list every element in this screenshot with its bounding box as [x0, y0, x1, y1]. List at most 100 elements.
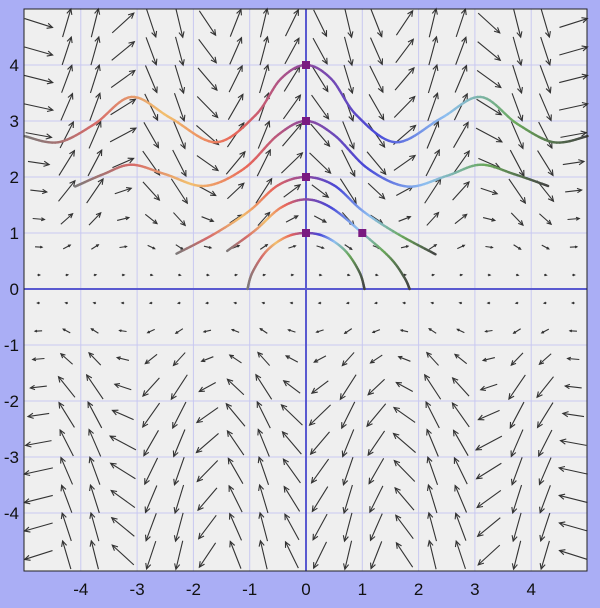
field-arrow	[196, 460, 219, 482]
arrow-head	[408, 95, 416, 103]
field-arrow	[24, 522, 53, 532]
arrow-head	[129, 127, 138, 134]
arrow-head	[211, 84, 218, 92]
field-arrow	[426, 212, 439, 226]
arrow-head	[462, 121, 469, 129]
field-arrow	[313, 9, 328, 37]
field-arrow	[428, 36, 438, 66]
arrow-head	[60, 456, 66, 464]
field-arrow	[142, 181, 160, 201]
field-arrow	[89, 93, 101, 121]
arrow-head	[145, 562, 152, 571]
arrow-head	[115, 356, 121, 361]
arrow-head	[293, 215, 299, 220]
arrow-head	[45, 133, 53, 140]
arrow-head	[95, 244, 100, 248]
field-arrow	[510, 429, 524, 457]
field-arrow	[339, 374, 357, 400]
field-arrow	[197, 487, 218, 511]
arrow-head	[321, 246, 325, 249]
arrow-head	[516, 273, 520, 277]
arrow-head	[180, 220, 187, 227]
field-arrow	[428, 540, 437, 570]
arrow-head	[547, 169, 554, 177]
field-arrow	[110, 489, 136, 509]
arrow-head	[39, 245, 44, 249]
field-arrow	[282, 94, 301, 120]
field-arrow	[229, 541, 242, 569]
arrow-head	[317, 301, 321, 305]
field-arrow	[58, 402, 75, 428]
field-arrow	[512, 484, 523, 514]
arrow-head	[237, 64, 243, 72]
trajectory-segment	[545, 184, 550, 188]
initial-point-marker[interactable]	[302, 61, 310, 69]
arrow-head	[153, 194, 161, 202]
arrow-head	[97, 177, 104, 185]
field-arrow	[174, 484, 185, 514]
arrow-head	[259, 327, 263, 332]
arrow-head	[96, 148, 103, 157]
arrow-head	[210, 56, 218, 64]
initial-point-marker[interactable]	[302, 173, 310, 181]
arrow-head	[347, 59, 354, 67]
field-arrow	[111, 544, 135, 566]
arrow-head	[95, 211, 102, 218]
field-arrow	[428, 8, 437, 38]
field-arrow	[229, 214, 242, 224]
field-arrow	[88, 212, 102, 226]
arrow-head	[408, 66, 415, 74]
arrow-head	[407, 9, 414, 17]
initial-point-marker[interactable]	[302, 117, 310, 125]
field-arrow	[512, 512, 522, 542]
arrow-head	[68, 120, 74, 128]
field-arrow	[256, 401, 271, 429]
field-arrow	[144, 353, 158, 365]
field-arrow	[91, 328, 99, 334]
arrow-head	[281, 430, 289, 438]
field-arrow	[367, 430, 386, 456]
arrow-head	[536, 421, 543, 429]
field-arrow	[366, 403, 387, 427]
field-arrow	[87, 401, 103, 429]
initial-point-marker[interactable]	[302, 229, 310, 237]
arrow-head	[60, 484, 67, 492]
arrow-head	[491, 189, 499, 195]
initial-point-markers[interactable]	[302, 61, 367, 237]
field-arrow	[394, 487, 415, 511]
field-arrow	[225, 403, 246, 427]
arrow-head	[581, 101, 589, 109]
field-arrow	[257, 212, 271, 226]
arrow-head	[341, 422, 347, 430]
arrow-head	[282, 458, 289, 466]
initial-point-marker[interactable]	[358, 229, 367, 237]
arrow-head	[124, 245, 128, 249]
field-arrow	[110, 69, 136, 89]
field-arrow	[146, 8, 157, 38]
field-arrow	[62, 540, 72, 570]
field-arrow	[482, 217, 495, 221]
arrow-head	[95, 120, 102, 128]
field-arrow	[201, 356, 214, 362]
arrow-head	[409, 124, 417, 132]
field-arrow	[537, 402, 554, 428]
arrow-head	[122, 273, 126, 277]
field-arrow	[259, 64, 269, 94]
field-arrow	[173, 352, 186, 366]
arrow-head	[284, 355, 291, 360]
arrow-head	[291, 273, 295, 277]
y-tick-label: -2	[4, 392, 19, 411]
arrow-head	[508, 393, 515, 401]
arrow-head	[456, 328, 460, 332]
arrow-head	[309, 448, 317, 456]
field-arrow	[513, 540, 522, 570]
field-arrow	[370, 541, 383, 569]
field-arrow	[255, 178, 273, 204]
field-arrow	[539, 485, 551, 513]
field-arrow	[513, 244, 521, 250]
arrow-head	[261, 301, 265, 305]
field-arrow	[196, 155, 219, 171]
field-arrow	[229, 513, 243, 541]
field-arrow	[198, 38, 217, 64]
